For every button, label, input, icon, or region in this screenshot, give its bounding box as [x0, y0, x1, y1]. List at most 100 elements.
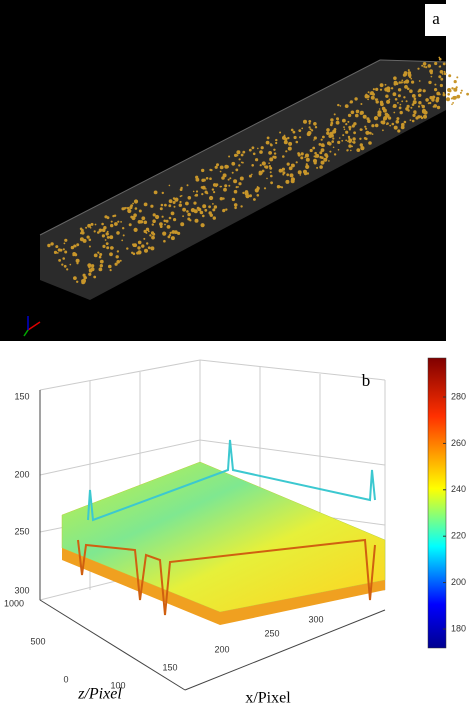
particle — [397, 88, 402, 92]
particle — [163, 219, 166, 223]
particle — [287, 146, 292, 151]
particle — [86, 235, 90, 239]
particle — [242, 150, 246, 154]
particle — [409, 89, 413, 93]
particle — [320, 148, 325, 153]
particle — [168, 234, 171, 237]
particle — [128, 223, 132, 227]
particle — [122, 227, 125, 230]
particle — [306, 172, 310, 175]
particle — [380, 102, 384, 107]
particle — [393, 111, 396, 114]
particle — [109, 235, 114, 240]
particle — [124, 206, 127, 209]
particle — [223, 187, 227, 192]
particle — [282, 155, 285, 158]
particle — [61, 263, 64, 266]
particle — [233, 189, 238, 194]
particle — [273, 148, 276, 151]
colorbar-tick-label: 200 — [451, 577, 466, 587]
particle — [260, 146, 264, 150]
particle — [150, 231, 155, 235]
particle — [345, 139, 348, 142]
particle — [97, 231, 100, 234]
particle — [141, 216, 146, 221]
particle — [150, 204, 154, 208]
particle — [364, 95, 368, 99]
particle — [127, 208, 132, 214]
particle — [270, 174, 273, 178]
particle — [172, 201, 176, 204]
particle — [379, 83, 383, 87]
particle — [397, 129, 401, 133]
particle — [108, 264, 112, 269]
particle — [279, 131, 282, 134]
particle — [64, 250, 68, 254]
particle — [348, 138, 353, 143]
particle — [167, 235, 171, 239]
particle — [281, 170, 284, 172]
particle — [317, 155, 319, 158]
particle — [224, 184, 228, 188]
particle — [301, 127, 304, 130]
particle — [165, 219, 169, 223]
particle — [436, 100, 439, 103]
particle — [186, 210, 189, 213]
particle — [121, 239, 124, 242]
particle — [231, 171, 234, 174]
panel-label: b — [362, 371, 371, 390]
particle — [70, 245, 75, 250]
particle — [364, 125, 367, 128]
particle — [138, 209, 142, 213]
particle — [425, 66, 428, 69]
particle — [288, 141, 293, 146]
particle — [371, 124, 375, 128]
particle — [153, 190, 158, 195]
colorbar-tick-label: 240 — [451, 484, 466, 494]
particle — [273, 152, 277, 155]
particle — [117, 220, 120, 223]
particle — [116, 231, 120, 235]
particle — [252, 152, 256, 156]
particle — [196, 206, 200, 210]
particle — [93, 253, 98, 258]
particle — [169, 231, 172, 234]
particle — [155, 214, 160, 220]
particle — [164, 223, 166, 226]
particle — [256, 194, 260, 197]
particle — [436, 91, 441, 96]
particle — [337, 103, 340, 107]
particle — [341, 139, 344, 142]
particle — [447, 88, 452, 92]
particle — [161, 215, 164, 218]
particle — [305, 163, 308, 166]
particle — [372, 93, 375, 96]
particle — [90, 222, 94, 226]
particle — [307, 130, 312, 136]
particle — [234, 206, 237, 210]
particle — [386, 99, 391, 104]
particle — [253, 198, 256, 201]
particle — [159, 207, 163, 211]
particle — [120, 221, 122, 223]
particle — [368, 131, 372, 135]
particle — [398, 106, 402, 110]
particle — [228, 155, 231, 158]
particle — [159, 222, 163, 227]
particle — [212, 208, 216, 212]
particle — [367, 98, 369, 101]
particle — [390, 87, 394, 90]
particle — [314, 126, 318, 129]
particle — [114, 262, 118, 266]
particle — [174, 197, 179, 202]
particle — [160, 203, 164, 207]
particle — [308, 122, 311, 125]
particle — [355, 109, 360, 114]
particle — [131, 251, 134, 254]
particle — [268, 151, 272, 155]
particle — [213, 205, 218, 209]
particle — [359, 137, 362, 140]
particle — [235, 168, 239, 172]
particle — [237, 186, 239, 188]
particle — [329, 150, 332, 153]
